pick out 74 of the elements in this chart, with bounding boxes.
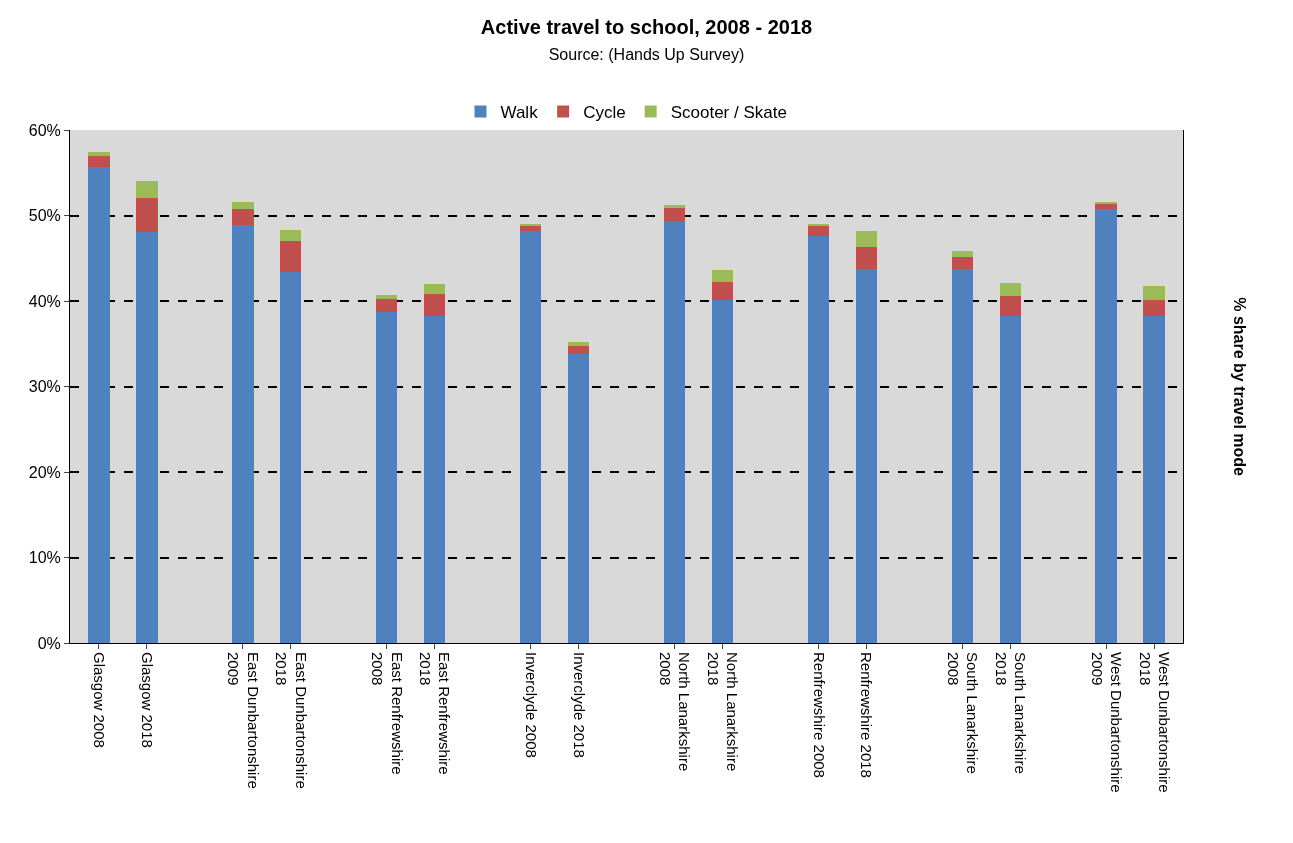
bar <box>231 224 254 643</box>
x-tick-label: West Dunbartonshire 2018 <box>1136 652 1174 793</box>
x-tick-label: Glasgow 2018 <box>138 652 156 748</box>
x-tick-label: North Lanarkshire 2008 <box>656 652 694 772</box>
y-tick-label: 20% <box>28 463 61 481</box>
bar <box>519 225 542 231</box>
x-tick-label: East Dunbartonshire 2018 <box>273 652 310 789</box>
bar <box>711 282 734 301</box>
bar <box>135 181 158 198</box>
bar <box>375 299 398 313</box>
bar <box>711 270 734 283</box>
bar <box>663 205 686 208</box>
x-tick-label: Renfrewshire 2018 <box>858 652 876 778</box>
bar <box>519 230 542 643</box>
bar <box>279 230 302 242</box>
bar <box>231 208 254 225</box>
bar <box>231 201 254 209</box>
bar <box>135 197 158 232</box>
bar <box>951 251 974 258</box>
x-tick-label: South Lanarkshire 2018 <box>992 652 1030 774</box>
bar <box>999 295 1022 316</box>
bar <box>567 354 590 643</box>
bar <box>999 283 1022 296</box>
bar <box>855 268 878 643</box>
bar <box>1095 208 1118 643</box>
bar <box>87 166 110 643</box>
y-tick-label: 50% <box>28 207 61 225</box>
bar <box>567 346 590 355</box>
bar <box>423 283 446 295</box>
bar <box>1143 285 1166 301</box>
bar <box>855 247 878 269</box>
x-tick-label: Glasgow 2008 <box>90 652 108 748</box>
bar <box>951 257 974 270</box>
bar <box>663 220 686 643</box>
legend-label: Walk <box>500 103 539 123</box>
chart-title: Active travel to school, 2008 - 2018 <box>480 15 813 38</box>
bar <box>375 295 398 300</box>
bar <box>1095 204 1118 209</box>
bar <box>279 241 302 272</box>
y-tick-label: 40% <box>28 292 61 310</box>
x-tick-label: Inverclyde 2018 <box>570 652 588 758</box>
bar <box>279 271 302 643</box>
y-tick-label: 30% <box>28 378 61 396</box>
x-tick-label: East Dunbartonshire 2009 <box>225 652 262 789</box>
x-tick-label: West Dunbartonshire 2009 <box>1088 652 1126 793</box>
bar <box>1143 300 1166 317</box>
x-tick-label: Inverclyde 2008 <box>522 652 540 758</box>
bar <box>567 342 590 347</box>
bar <box>87 155 110 167</box>
bar <box>711 300 734 643</box>
x-tick-label: East Renfrewshire 2008 <box>369 652 406 775</box>
bar <box>951 269 974 643</box>
bar <box>807 236 830 643</box>
x-tick-label: South Lanarkshire 2008 <box>944 652 982 774</box>
bar <box>1143 316 1166 643</box>
bar <box>423 315 446 643</box>
bar <box>855 230 878 248</box>
legend-label: Cycle <box>583 103 626 123</box>
legend-label: Scooter / Skate <box>670 103 787 123</box>
bar <box>375 312 398 643</box>
y-tick-label: 0% <box>37 634 61 652</box>
x-tick-label: East Renfrewshire 2018 <box>416 652 454 775</box>
bar <box>423 294 446 316</box>
bar <box>999 315 1022 643</box>
bar <box>807 225 830 237</box>
x-tick-label: North Lanarkshire 2018 <box>704 652 742 772</box>
bar <box>135 231 158 643</box>
y-axis-title: % share by travel mode <box>1230 297 1248 477</box>
bar <box>87 152 110 156</box>
x-tick-label: Renfrewshire 2008 <box>810 652 828 778</box>
bar <box>663 207 686 221</box>
chart-subtitle: Source: (Hands Up Survey) <box>548 45 745 63</box>
y-tick-label: 60% <box>28 121 61 139</box>
y-tick-label: 10% <box>28 549 61 567</box>
